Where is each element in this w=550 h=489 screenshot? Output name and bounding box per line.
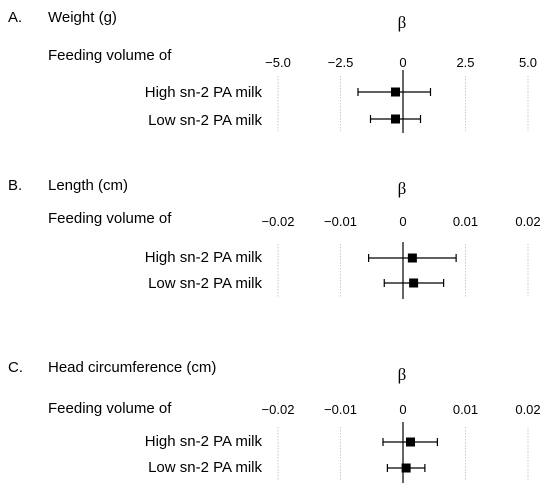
x-tick-label: 0 [399, 214, 406, 229]
panel-weight: A. Weight (g) β Feeding volume of −5.0 −… [8, 9, 537, 133]
point-estimate [401, 463, 411, 473]
panel-letter: C. [8, 359, 23, 376]
x-tick-labels: −0.02 −0.01 0 0.01 0.02 [262, 214, 541, 229]
plot-area [277, 242, 529, 299]
panel-letter: B. [8, 177, 22, 194]
feeding-volume-label: Feeding volume of [48, 210, 172, 227]
point-estimate [391, 87, 400, 97]
point-estimate [391, 114, 400, 124]
panel-letter: A. [8, 9, 22, 26]
beta-axis-label: β [398, 179, 407, 198]
row-label: Low sn-2 PA milk [148, 459, 262, 476]
x-tick-label: 5.0 [519, 55, 537, 70]
x-tick-label: 0.01 [453, 214, 478, 229]
point-estimate [406, 437, 415, 447]
plot-area [277, 422, 529, 483]
x-tick-labels: −0.02 −0.01 0 0.01 0.02 [262, 402, 541, 417]
x-tick-label: 2.5 [456, 55, 474, 70]
row-label: High sn-2 PA milk [145, 84, 263, 101]
panel-length: B. Length (cm) β Feeding volume of −0.02… [8, 177, 541, 299]
feeding-volume-label: Feeding volume of [48, 400, 172, 417]
beta-axis-label: β [398, 365, 407, 384]
row-label: Low sn-2 PA milk [148, 275, 262, 292]
x-tick-labels: −5.0 −2.5 0 2.5 5.0 [265, 55, 537, 70]
row-label: Low sn-2 PA milk [148, 112, 262, 129]
panel-title: Length (cm) [48, 177, 128, 194]
beta-axis-label: β [398, 13, 407, 32]
x-tick-label: 0.02 [515, 214, 540, 229]
x-tick-label: −0.02 [262, 402, 295, 417]
row-label: High sn-2 PA milk [145, 433, 263, 450]
panel-title: Weight (g) [48, 9, 117, 26]
x-tick-label: −0.02 [262, 214, 295, 229]
panel-title: Head circumference (cm) [48, 359, 216, 376]
x-tick-label: 0.01 [453, 402, 478, 417]
point-estimate [407, 253, 417, 263]
x-tick-label: −0.01 [324, 214, 357, 229]
row-label: High sn-2 PA milk [145, 249, 263, 266]
x-tick-label: 0 [399, 402, 406, 417]
x-tick-label: −5.0 [265, 55, 291, 70]
panel-head-circumference: C. Head circumference (cm) β Feeding vol… [8, 359, 541, 483]
plot-area [277, 70, 529, 133]
x-tick-label: 0.02 [515, 402, 540, 417]
feeding-volume-label: Feeding volume of [48, 47, 172, 64]
x-tick-label: −0.01 [324, 402, 357, 417]
x-tick-label: 0 [399, 55, 406, 70]
point-estimate [409, 278, 419, 288]
x-tick-label: −2.5 [328, 55, 354, 70]
